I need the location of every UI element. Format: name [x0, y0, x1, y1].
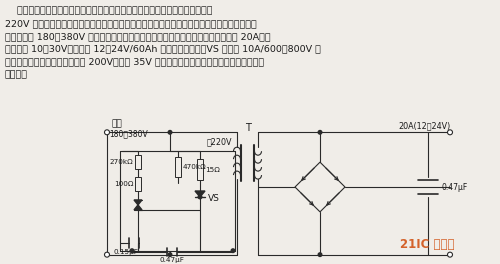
Bar [176, 157, 181, 177]
Text: 0.15μF: 0.15μF [114, 249, 138, 255]
Text: 180～380V: 180～380V [109, 129, 148, 138]
Text: 15Ω: 15Ω [205, 167, 220, 173]
Text: VS: VS [208, 194, 220, 203]
Text: T: T [244, 123, 250, 133]
Polygon shape [134, 205, 142, 210]
Circle shape [318, 253, 322, 256]
Circle shape [231, 249, 235, 252]
Bar [135, 155, 141, 169]
Text: 470kΩ: 470kΩ [183, 164, 206, 170]
Text: 100Ω: 100Ω [114, 181, 133, 187]
Text: 220V 侧控制电流小，可用小电流晶闸管，体积小，发热量也小，控制也比较均匀；其二，晶闸: 220V 侧控制电流小，可用小电流晶闸管，体积小，发热量也小，控制也比较均匀；其… [5, 19, 257, 28]
Polygon shape [195, 191, 205, 197]
Circle shape [318, 130, 322, 134]
Circle shape [448, 252, 452, 257]
Text: 双向晶闸管；变压器匝比按初级 200V，次级 35V 进行计算，以保证市电较低时，有足够的充: 双向晶闸管；变压器匝比按初级 200V，次级 35V 进行计算，以保证市电较低时… [5, 58, 264, 67]
Text: ～220V: ～220V [207, 137, 233, 146]
Text: 管控制可在 180～380V 电源通用，不必改变变压器的匝比。本充电电路最大电流为 20A，最: 管控制可在 180～380V 电源通用，不必改变变压器的匝比。本充电电路最大电流… [5, 32, 270, 41]
Circle shape [168, 130, 172, 134]
Text: 21IC 电子网: 21IC 电子网 [400, 238, 454, 251]
Circle shape [104, 130, 110, 135]
Text: 交流: 交流 [111, 119, 122, 128]
Text: 0.47μF: 0.47μF [160, 257, 184, 263]
Text: 电电流。: 电电流。 [5, 71, 28, 80]
Text: 大电压为 10～30V，适用于 12～24V/60Ah 的汽车蓄电池组。VS 可选用 10A/600～800V 的: 大电压为 10～30V，适用于 12～24V/60Ah 的汽车蓄电池组。VS 可… [5, 45, 321, 54]
Circle shape [198, 195, 202, 199]
Text: 采用晶闸管的汽车蓄电池充电器电路。这种电路有两大优点：其一，晶闸管在: 采用晶闸管的汽车蓄电池充电器电路。这种电路有两大优点：其一，晶闸管在 [5, 6, 212, 15]
Text: 270kΩ: 270kΩ [110, 159, 133, 165]
Circle shape [130, 249, 134, 252]
Bar [135, 177, 141, 191]
Circle shape [448, 130, 452, 135]
Polygon shape [134, 200, 142, 205]
Text: 0.47μF: 0.47μF [441, 182, 467, 191]
Circle shape [168, 253, 172, 256]
Text: 20A(12～24V): 20A(12～24V) [398, 121, 450, 130]
Bar [197, 159, 203, 180]
Circle shape [104, 252, 110, 257]
